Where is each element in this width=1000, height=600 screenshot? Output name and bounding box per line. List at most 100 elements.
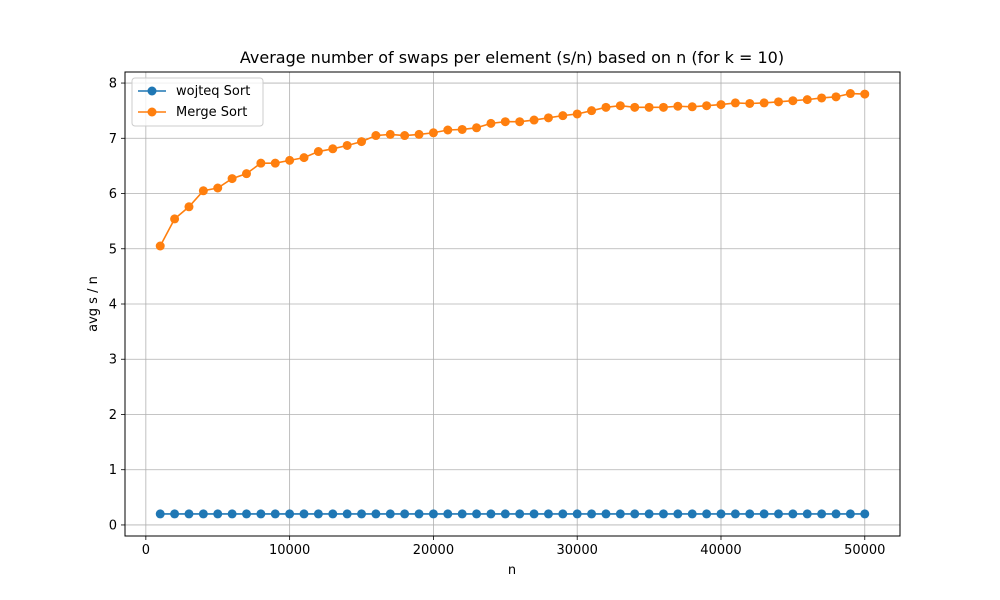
data-point-merge-sort — [630, 102, 640, 112]
data-point-merge-sort — [198, 186, 208, 196]
data-point-wojteq-sort — [357, 509, 367, 519]
x-tick-label: 30000 — [557, 543, 598, 558]
data-point-merge-sort — [788, 96, 798, 106]
data-point-wojteq-sort — [170, 509, 180, 519]
data-point-merge-sort — [601, 102, 611, 112]
data-point-wojteq-sort — [428, 509, 438, 519]
series — [155, 89, 870, 519]
data-point-wojteq-sort — [615, 509, 625, 519]
data-point-wojteq-sort — [328, 509, 338, 519]
data-point-merge-sort — [428, 128, 438, 138]
data-point-wojteq-sort — [313, 509, 323, 519]
data-point-merge-sort — [357, 137, 367, 147]
data-point-wojteq-sort — [400, 509, 410, 519]
data-point-merge-sort — [543, 113, 553, 123]
data-point-wojteq-sort — [472, 509, 482, 519]
series-wojteq-sort — [155, 509, 870, 519]
data-point-merge-sort — [457, 124, 467, 134]
data-point-wojteq-sort — [630, 509, 640, 519]
data-point-merge-sort — [687, 102, 697, 112]
data-point-merge-sort — [817, 93, 827, 103]
data-point-wojteq-sort — [371, 509, 381, 519]
y-tick-label: 7 — [109, 132, 117, 147]
data-point-merge-sort — [745, 98, 755, 108]
data-point-wojteq-sort — [644, 509, 654, 519]
y-tick-label: 6 — [109, 187, 117, 202]
data-point-wojteq-sort — [802, 509, 812, 519]
ticks: 0 10000 20000 30000 40000 50000 0 1 2 3 4 5 6 7 8 — [109, 77, 886, 558]
data-point-merge-sort — [371, 131, 381, 141]
data-point-merge-sort — [184, 202, 194, 212]
data-point-wojteq-sort — [299, 509, 309, 519]
data-point-merge-sort — [716, 100, 726, 110]
y-tick-label: 2 — [109, 408, 117, 423]
data-point-merge-sort — [558, 111, 568, 121]
data-point-merge-sort — [802, 95, 812, 105]
data-point-wojteq-sort — [385, 509, 395, 519]
x-tick-label: 0 — [142, 543, 150, 558]
data-point-merge-sort — [572, 109, 582, 119]
data-point-merge-sort — [400, 131, 410, 141]
data-point-merge-sort — [385, 129, 395, 139]
data-point-merge-sort — [529, 115, 539, 125]
data-point-wojteq-sort — [673, 509, 683, 519]
data-point-wojteq-sort — [730, 509, 740, 519]
data-point-wojteq-sort — [759, 509, 769, 519]
data-point-wojteq-sort — [342, 509, 352, 519]
data-point-merge-sort — [774, 97, 783, 107]
data-point-wojteq-sort — [601, 509, 611, 519]
data-point-wojteq-sort — [486, 509, 496, 519]
data-point-merge-sort — [845, 89, 855, 99]
data-point-merge-sort — [342, 140, 352, 150]
data-point-merge-sort — [759, 98, 769, 108]
data-point-wojteq-sort — [529, 509, 539, 519]
y-tick-label: 5 — [109, 242, 117, 257]
data-point-wojteq-sort — [788, 509, 798, 519]
data-point-merge-sort — [299, 153, 309, 163]
data-point-wojteq-sort — [270, 509, 280, 519]
data-point-wojteq-sort — [155, 509, 165, 519]
data-point-merge-sort — [170, 214, 180, 224]
data-point-wojteq-sort — [457, 509, 467, 519]
data-point-merge-sort — [860, 89, 870, 99]
data-point-wojteq-sort — [831, 509, 841, 519]
x-tick-label: 40000 — [700, 543, 741, 558]
data-point-merge-sort — [831, 92, 841, 102]
legend: wojteq Sort Merge Sort — [131, 77, 264, 127]
y-tick-label: 0 — [109, 518, 117, 533]
data-point-wojteq-sort — [184, 509, 194, 519]
data-point-merge-sort — [730, 98, 740, 108]
data-point-merge-sort — [256, 158, 266, 168]
data-point-merge-sort — [213, 183, 223, 193]
data-point-wojteq-sort — [572, 509, 582, 519]
data-point-wojteq-sort — [587, 509, 597, 519]
data-point-merge-sort — [313, 147, 323, 157]
data-point-wojteq-sort — [414, 509, 424, 519]
data-point-merge-sort — [673, 101, 683, 111]
data-point-merge-sort — [328, 144, 338, 154]
data-point-wojteq-sort — [213, 509, 223, 519]
grid — [125, 72, 900, 536]
x-tick-label: 20000 — [413, 543, 454, 558]
data-point-wojteq-sort — [658, 509, 668, 519]
data-point-merge-sort — [644, 102, 654, 112]
data-point-merge-sort — [658, 102, 668, 112]
data-point-merge-sort — [414, 129, 424, 139]
series-merge-sort — [155, 89, 870, 251]
chart-title: Average number of swaps per element (s/n… — [240, 48, 784, 67]
data-point-wojteq-sort — [443, 509, 453, 519]
data-point-wojteq-sort — [716, 509, 726, 519]
legend-marker-wojteq-sort — [147, 86, 157, 96]
y-tick-label: 3 — [109, 353, 117, 368]
data-point-wojteq-sort — [256, 509, 266, 519]
data-point-wojteq-sort — [242, 509, 251, 519]
x-axis-label: n — [508, 563, 516, 578]
data-point-merge-sort — [270, 158, 280, 168]
data-point-merge-sort — [285, 155, 295, 165]
data-point-merge-sort — [486, 118, 496, 128]
data-point-merge-sort — [227, 174, 237, 184]
y-tick-label: 4 — [109, 298, 117, 313]
data-point-wojteq-sort — [817, 509, 827, 519]
x-tick-label: 10000 — [269, 543, 310, 558]
